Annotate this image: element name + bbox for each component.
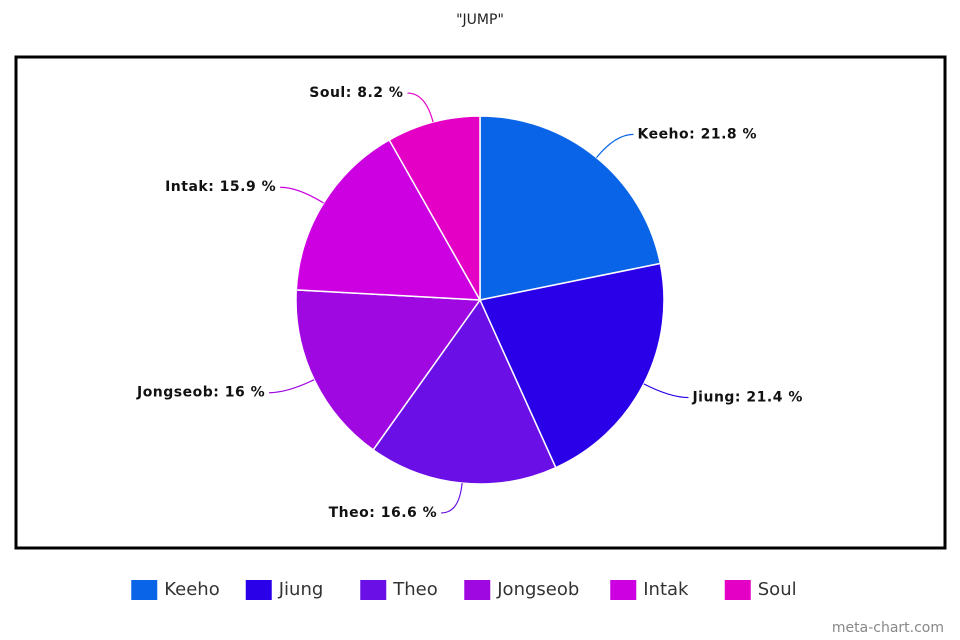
data-label: Jongseob: 16 % <box>136 385 265 401</box>
chart-title: "JUMP" <box>456 12 504 28</box>
pie-slice <box>295 138 482 301</box>
legend-label: Jongseob <box>496 579 579 600</box>
pie-slice <box>479 115 662 301</box>
legend-label: Jiung <box>278 579 324 600</box>
legend-label: Theo <box>392 579 438 600</box>
pie-slice <box>295 289 482 451</box>
leader-line <box>596 133 634 158</box>
legend-swatch <box>724 580 751 600</box>
watermark: meta-chart.com <box>832 620 944 636</box>
legend-swatch <box>360 580 387 600</box>
legend-label: Keeho <box>164 579 219 600</box>
pie-slice <box>388 115 481 303</box>
leader-line <box>280 186 324 204</box>
legend-swatch <box>610 580 637 600</box>
data-label: Theo: 16.6 % <box>329 505 438 521</box>
legend-label: Intak <box>643 579 689 600</box>
leader-line <box>643 383 689 399</box>
leader-line <box>441 483 463 514</box>
leader-line <box>269 379 315 394</box>
legend-label: Soul <box>758 579 797 600</box>
legend-swatch <box>464 580 491 600</box>
legend-swatch <box>245 580 272 600</box>
pie-slice <box>372 298 557 485</box>
leader-line <box>407 92 434 123</box>
data-label: Keeho: 21.8 % <box>637 126 757 142</box>
data-label: Intak: 15.9 % <box>165 179 276 195</box>
data-label: Jiung: 21.4 % <box>691 390 802 406</box>
legend-swatch <box>131 580 158 600</box>
data-label: Soul: 8.2 % <box>309 85 403 101</box>
plot-frame <box>14 55 947 550</box>
